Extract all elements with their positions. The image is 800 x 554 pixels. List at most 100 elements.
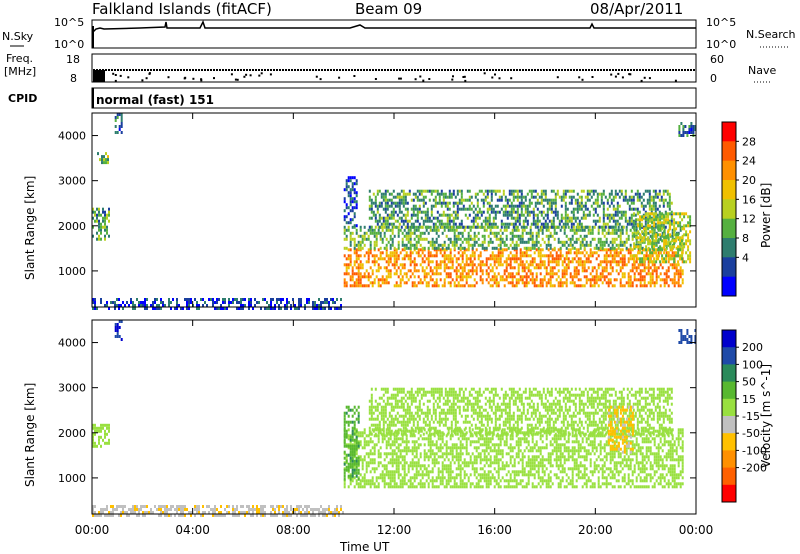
heatmap-cell	[492, 222, 495, 226]
heatmap-cell	[460, 207, 463, 211]
heatmap-cell	[355, 224, 358, 228]
date-title: 08/Apr/2011	[590, 0, 683, 18]
heatmap-cell	[349, 179, 352, 183]
heatmap-cell	[184, 298, 186, 301]
heatmap-cell	[439, 278, 442, 282]
heatmap-cell	[530, 210, 533, 214]
heatmap-cell	[385, 269, 388, 273]
heatmap-cell	[359, 458, 362, 462]
heatmap-cell	[553, 237, 556, 241]
heatmap-cell	[338, 514, 340, 517]
heatmap-cell	[290, 508, 292, 511]
heatmap-cell	[487, 234, 490, 238]
heatmap-cell	[349, 278, 352, 282]
heatmap-cell	[436, 225, 439, 229]
heatmap-cell	[375, 443, 378, 447]
heatmap-cell	[96, 514, 98, 517]
heatmap-cell	[427, 263, 430, 267]
heatmap-cell	[393, 251, 396, 255]
heatmap-cell	[385, 473, 388, 477]
heatmap-cell	[544, 219, 547, 223]
heatmap-cell	[353, 485, 356, 489]
heatmap-cell	[561, 254, 564, 258]
heatmap-cell	[114, 335, 117, 338]
heatmap-cell	[657, 221, 660, 225]
heatmap-cell	[409, 275, 412, 279]
heatmap-cell	[678, 125, 681, 128]
heatmap-cell	[437, 449, 440, 453]
heatmap-cell	[418, 210, 421, 214]
heatmap-cell	[551, 254, 554, 258]
heatmap-cell	[397, 464, 400, 468]
heatmap-cell	[140, 508, 142, 511]
heatmap-cell	[669, 278, 672, 282]
heatmap-cell	[371, 272, 374, 276]
heatmap-cell	[550, 219, 553, 223]
heatmap-cell	[103, 158, 105, 162]
heatmap-cell	[132, 304, 134, 307]
heatmap-cell	[503, 278, 506, 282]
heatmap-cell	[641, 275, 644, 279]
heatmap-cell	[458, 201, 461, 205]
heatmap-cell	[393, 470, 396, 474]
heatmap-cell	[612, 204, 615, 208]
heatmap-cell	[404, 213, 407, 217]
heatmap-cell	[365, 464, 368, 468]
heatmap-cell	[597, 263, 600, 267]
heatmap-cell	[525, 254, 528, 258]
heatmap-cell	[359, 234, 362, 238]
nsky-trace	[92, 20, 696, 33]
heatmap-cell	[521, 240, 524, 244]
heatmap-cell	[369, 275, 372, 279]
heatmap-cell	[571, 260, 574, 264]
heatmap-cell	[649, 234, 652, 238]
heatmap-cell	[375, 237, 378, 241]
heatmap-cell	[665, 212, 668, 216]
heatmap-cell	[413, 473, 416, 477]
heatmap-cell	[522, 225, 525, 229]
heatmap-cell	[400, 189, 403, 193]
heatmap-cell	[334, 307, 336, 310]
heatmap-cell	[306, 514, 308, 517]
heatmap-cell	[429, 470, 432, 474]
heatmap-cell	[677, 263, 680, 267]
heatmap-cell	[553, 260, 556, 264]
heatmap-cell	[552, 222, 555, 226]
heatmap-cell	[659, 272, 662, 276]
heatmap-cell	[637, 251, 640, 255]
heatmap-cell	[248, 301, 250, 304]
heatmap-cell	[459, 476, 462, 480]
heatmap-cell	[420, 189, 423, 193]
heatmap-cell	[639, 269, 642, 273]
heatmap-cell	[452, 189, 455, 193]
heatmap-cell	[460, 198, 463, 202]
heatmap-cell	[373, 449, 376, 453]
heatmap-cell	[487, 281, 490, 285]
heatmap-cell	[537, 228, 540, 232]
heatmap-cell	[500, 198, 503, 202]
heatmap-cell	[467, 275, 470, 279]
heatmap-cell	[200, 514, 202, 517]
heatmap-cell	[407, 470, 410, 474]
heatmap-cell	[516, 207, 519, 211]
heatmap-cell	[104, 225, 106, 229]
heatmap-cell	[499, 254, 502, 258]
heatmap-cell	[104, 213, 106, 217]
heatmap-cell	[405, 246, 408, 250]
heatmap-cell	[234, 508, 236, 511]
heatmap-cell	[402, 222, 405, 226]
heatmap-cell	[363, 237, 366, 241]
heatmap-cell	[459, 272, 462, 276]
heatmap-cell	[104, 508, 106, 511]
heatmap-cell	[657, 227, 660, 231]
heatmap-cell	[471, 452, 474, 456]
heatmap-cell	[136, 298, 138, 301]
heatmap-cell	[489, 228, 492, 232]
heatmap-cell	[628, 216, 631, 220]
heatmap-cell	[663, 278, 666, 282]
heatmap-cell	[618, 189, 621, 193]
heatmap-cell	[665, 236, 668, 240]
heatmap-cell	[378, 225, 381, 229]
heatmap-cell	[429, 479, 432, 483]
heatmap-cell	[286, 508, 288, 511]
